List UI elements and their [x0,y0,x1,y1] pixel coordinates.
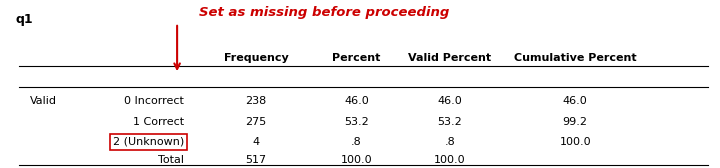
Text: .8: .8 [351,137,361,147]
Text: 517: 517 [246,155,266,165]
Text: 53.2: 53.2 [344,117,369,127]
Text: Set as missing before proceeding: Set as missing before proceeding [199,6,449,19]
Text: .8: .8 [444,137,455,147]
Text: 2 (Unknown): 2 (Unknown) [113,137,184,147]
Text: Valid: Valid [30,96,57,106]
Text: 1 Correct: 1 Correct [133,117,184,127]
Text: Cumulative Percent: Cumulative Percent [514,53,636,62]
Text: 46.0: 46.0 [437,96,462,106]
Text: 100.0: 100.0 [341,155,372,165]
Text: q1: q1 [16,13,33,26]
Text: 46.0: 46.0 [344,96,369,106]
Text: Frequency: Frequency [224,53,289,62]
Text: 275: 275 [246,117,266,127]
Text: Total: Total [158,155,184,165]
Text: 0 Incorrect: 0 Incorrect [125,96,184,106]
Text: Valid Percent: Valid Percent [408,53,491,62]
Text: 99.2: 99.2 [562,117,588,127]
Text: Percent: Percent [332,53,381,62]
Text: 4: 4 [253,137,260,147]
Text: 238: 238 [246,96,266,106]
Text: 100.0: 100.0 [434,155,465,165]
Text: 100.0: 100.0 [559,137,591,147]
Text: 46.0: 46.0 [563,96,588,106]
Text: 53.2: 53.2 [437,117,462,127]
